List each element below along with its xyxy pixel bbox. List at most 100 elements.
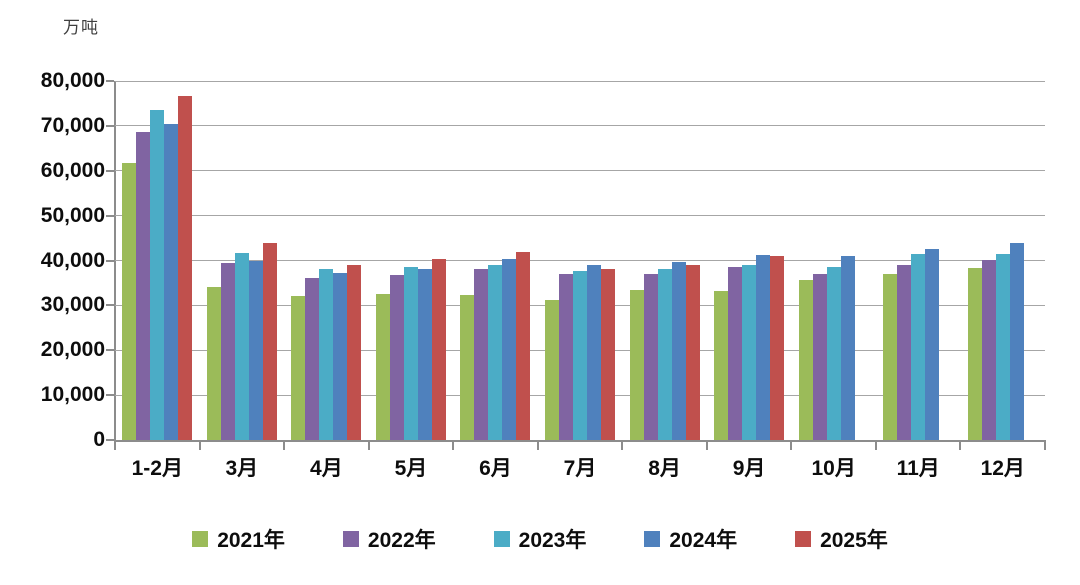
x-axis-line [114, 440, 1046, 442]
legend-item-2025年: 2025年 [795, 524, 888, 554]
x-tick-label: 3月 [225, 457, 259, 480]
legend-label: 2022年 [367, 529, 436, 552]
y-axis-tick [106, 259, 114, 262]
y-axis-unit-label: 万吨 [63, 18, 99, 37]
bar-2022年-10月 [812, 274, 827, 440]
legend-swatch [795, 531, 812, 547]
x-axis-tick [198, 442, 201, 450]
x-tick-label: 11月 [896, 457, 940, 480]
x-axis-tick [536, 442, 539, 450]
y-axis-tick [106, 124, 114, 127]
x-axis-tick [874, 442, 877, 450]
bar-group [622, 81, 707, 440]
bar-2021年-1-2月 [122, 162, 137, 440]
y-axis-tick [106, 394, 114, 397]
y-tick-label: 50,000 [40, 203, 105, 227]
x-axis-tick [367, 442, 370, 450]
bar-2025年-4月 [347, 265, 362, 440]
bar-2022年-9月 [728, 267, 743, 440]
x-tick-label: 6月 [479, 457, 512, 480]
bar-2022年-12月 [981, 260, 996, 440]
bar-2024年-8月 [671, 261, 686, 440]
bar-2025年-5月 [431, 259, 446, 440]
bar-2021年-10月 [798, 280, 813, 440]
bar-2022年-11月 [897, 265, 912, 440]
bar-2023年-3月 [234, 252, 249, 440]
bar-2024年-9月 [756, 254, 771, 440]
legend-swatch [644, 531, 661, 547]
x-tick-label: 8月 [648, 457, 681, 480]
bar-2021年-8月 [629, 290, 644, 440]
legend-label: 2025年 [820, 529, 888, 552]
legend-swatch [192, 531, 209, 547]
x-tick-label: 1-2月 [131, 457, 183, 480]
legend-swatch [493, 531, 510, 547]
gridline [115, 80, 1045, 82]
bar-2021年-3月 [206, 287, 221, 440]
bar-group [200, 81, 285, 440]
bar-2025年-3月 [262, 242, 277, 440]
bar-group [369, 81, 454, 440]
bar-group [707, 81, 792, 440]
bar-2023年-11月 [911, 254, 926, 440]
bar-2024年-6月 [502, 258, 517, 440]
y-tick-label: 80,000 [40, 69, 105, 92]
x-tick-label: 12月 [980, 457, 1025, 480]
bar-2021年-7月 [544, 300, 559, 440]
bar-2022年-1-2月 [136, 131, 151, 440]
bar-2024年-12月 [1009, 243, 1024, 440]
bar-2021年-5月 [375, 293, 390, 440]
x-tick-label: 10月 [811, 457, 856, 480]
bar-2022年-6月 [474, 269, 489, 440]
bar-2023年-7月 [572, 271, 587, 440]
y-axis-tick [106, 304, 114, 307]
y-tick-label: 60,000 [40, 158, 105, 182]
bar-2025年-9月 [770, 256, 785, 440]
bar-2023年-12月 [995, 254, 1010, 440]
gridline [115, 125, 1045, 127]
y-tick-label: 0 [93, 428, 105, 451]
bar-2022年-5月 [389, 274, 404, 440]
bar-2021年-4月 [291, 295, 306, 440]
bar-2023年-9月 [742, 264, 757, 440]
bar-2023年-10月 [826, 266, 841, 440]
bar-group [115, 81, 200, 440]
x-tick-label: 7月 [563, 457, 597, 480]
bar-2023年-8月 [657, 269, 672, 440]
x-axis-tick [790, 442, 793, 450]
legend-item-2021年: 2021年 [192, 524, 285, 554]
bar-group [538, 81, 623, 440]
x-axis-tick [959, 442, 962, 450]
legend-swatch [342, 531, 359, 547]
y-tick-label: 10,000 [40, 383, 105, 407]
x-tick-label: 9月 [732, 457, 766, 480]
y-axis-tick [106, 439, 114, 441]
bar-group [284, 81, 369, 440]
bar-2024年-7月 [586, 265, 601, 440]
bar-2024年-4月 [333, 273, 348, 440]
bar-2022年-3月 [220, 262, 235, 440]
y-tick-label: 70,000 [40, 113, 105, 137]
bar-2023年-6月 [488, 265, 503, 440]
bar-2023年-4月 [319, 269, 334, 440]
bar-2025年-6月 [516, 251, 531, 440]
bar-2021年-12月 [967, 268, 982, 440]
x-axis-tick [621, 442, 624, 450]
x-axis-tick [283, 442, 286, 450]
x-tick-label: 4月 [310, 457, 343, 480]
legend-label: 2021年 [217, 529, 285, 552]
chart-legend: 2021年 2022年 2023年 2024年 2025年 [0, 524, 1080, 554]
bar-group [791, 81, 876, 440]
x-axis-labels: 1-2月 3月 4月 5月 6月 7月 8月 9月 10月 11月 12月 [115, 452, 1045, 482]
legend-label: 2023年 [518, 529, 587, 552]
x-axis-tick [705, 442, 708, 450]
bar-group [453, 81, 538, 440]
bar-group [876, 81, 961, 440]
bar-2023年-1-2月 [150, 110, 165, 440]
bar-2024年-3月 [248, 260, 263, 440]
bar-2023年-5月 [403, 267, 418, 440]
y-tick-label: 40,000 [40, 248, 105, 272]
y-tick-label: 30,000 [40, 293, 105, 317]
plot-area [106, 80, 1046, 450]
